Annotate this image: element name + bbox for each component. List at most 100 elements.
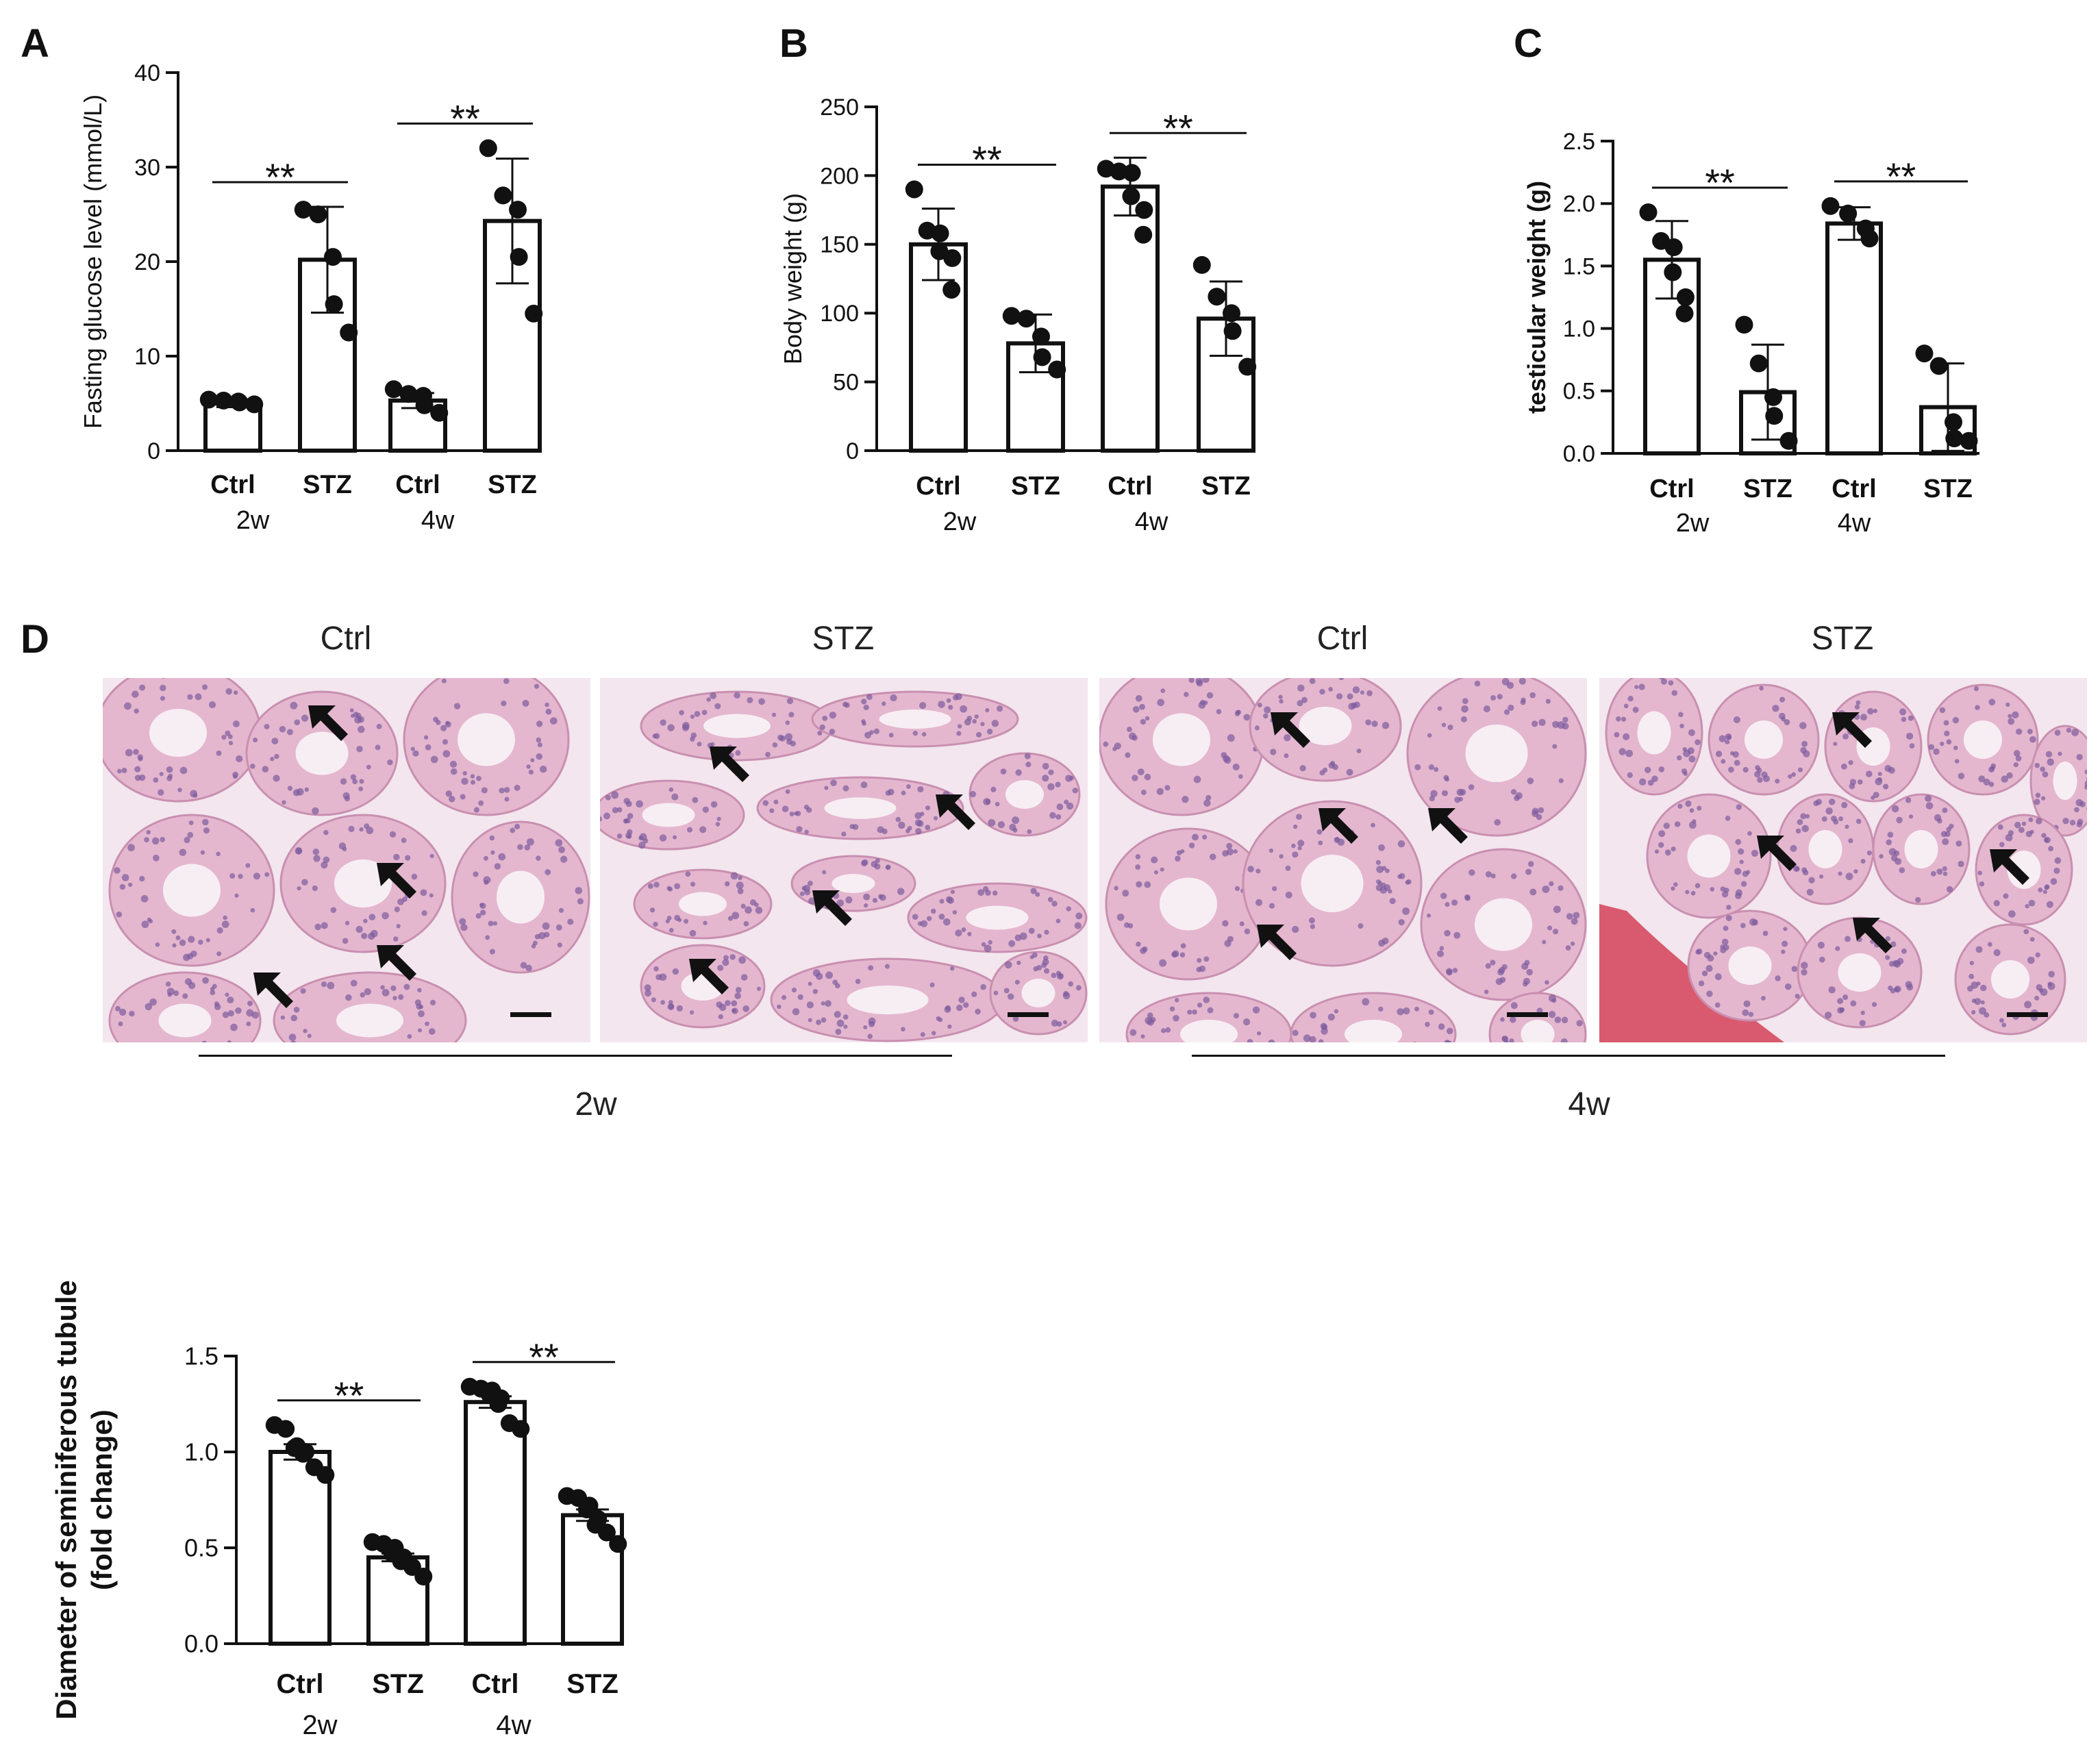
cell-nucleus [735,750,741,756]
cell-nucleus [1681,768,1688,775]
cell-nucleus [417,988,422,993]
cell-nucleus [1940,741,1945,747]
cell-nucleus [740,903,746,909]
cell-nucleus [1901,716,1907,723]
data-point-b-2-3 [1122,187,1140,205]
cell-nucleus [912,731,918,736]
arrow-marker [1990,849,2029,885]
cell-nucleus [835,1028,842,1035]
cell-nucleus [1855,700,1861,705]
cell-nucleus [1942,866,1947,872]
bar-d-2 [464,1400,527,1646]
cell-nucleus [2005,833,2013,842]
cell-nucleus [1353,701,1360,708]
cell-nucleus [732,912,740,920]
cell-nucleus [195,693,202,701]
cell-nucleus [363,918,368,923]
tubule-lumen [824,797,897,819]
cell-nucleus [1173,1014,1179,1022]
cell-nucleus [225,688,232,695]
cell-nucleus [1140,1034,1145,1039]
tubule-lumen [163,864,221,917]
cell-nucleus [555,839,563,847]
data-point-c-2-3 [1860,229,1879,248]
cell-nucleus [735,987,742,993]
cell-nucleus [471,779,475,785]
cell-nucleus [1016,960,1021,966]
cell-nucleus [1144,881,1151,888]
cell-nucleus [808,897,816,905]
cell-nucleus [2053,867,2060,874]
cell-nucleus [1993,949,2001,957]
cell-nucleus [1397,1008,1404,1016]
cell-nucleus [836,1019,845,1027]
cell-nucleus [1797,767,1803,773]
cell-nucleus [1821,816,1827,822]
cell-nucleus [290,701,298,710]
data-point-a-1-4 [340,323,358,342]
cell-nucleus [1958,860,1964,868]
cell-nucleus [1132,775,1138,781]
cell-nucleus [1660,678,1668,685]
cell-nucleus [459,918,466,925]
y-axis-label-c: testicular weight (g) [1523,181,1551,414]
cell-nucleus [429,893,434,898]
cell-nucleus [1232,763,1240,770]
cell-nucleus [2050,878,2058,885]
data-point-a-2-0 [384,380,403,399]
cell-nucleus [119,883,126,890]
cell-nucleus [1328,762,1335,769]
cell-nucleus [460,794,466,800]
cell-nucleus [2014,821,2021,829]
cell-nucleus [345,994,352,1001]
cell-nucleus [1518,678,1526,685]
cell-nucleus [366,827,374,834]
cell-nucleus [1347,693,1353,700]
cell-nucleus [1263,713,1268,719]
cell-nucleus [906,784,911,789]
cell-nucleus [133,749,139,755]
cell-nucleus [425,1021,429,1027]
cell-nucleus [653,881,660,888]
cell-nucleus [1243,714,1251,721]
cell-nucleus [1429,795,1435,802]
cell-nucleus [425,744,432,751]
cell-nucleus [1145,716,1150,721]
cell-nucleus [1971,981,1979,989]
cell-nucleus [988,818,996,827]
cell-nucleus [1571,918,1578,925]
cell-nucleus [1988,699,1996,705]
data-point-c-1-3 [1765,407,1784,425]
cell-nucleus [1242,1018,1251,1026]
cell-nucleus [1859,1020,1866,1027]
cell-nucleus [804,829,809,834]
cell-nucleus [1012,816,1020,825]
cell-nucleus [1973,686,1979,692]
cell-nucleus [1621,716,1627,722]
cell-nucleus [350,774,357,780]
cell-nucleus [1464,894,1471,901]
cell-nucleus [287,786,293,791]
cell-nucleus [503,787,510,793]
cell-nucleus [1725,739,1730,744]
cell-nucleus [1439,946,1445,951]
cell-nucleus [1268,903,1275,909]
cell-nucleus [358,725,365,733]
cell-nucleus [822,716,828,721]
cell-nucleus [1028,927,1035,934]
cell-nucleus [1946,827,1952,832]
cell-nucleus [782,805,789,812]
cell-nucleus [1490,694,1497,701]
cell-nucleus [1618,748,1626,755]
cell-nucleus [861,699,867,705]
cell-nucleus [201,1040,208,1042]
x-tick-label-b-3: STZ [1201,472,1251,501]
cell-nucleus [1227,734,1235,742]
cell-nucleus [1664,849,1671,856]
cell-nucleus [939,899,945,904]
cell-nucleus [264,872,270,877]
cell-nucleus [1318,840,1323,846]
cell-nucleus [1721,938,1729,946]
cell-nucleus [1499,977,1506,983]
cell-nucleus [301,714,309,722]
